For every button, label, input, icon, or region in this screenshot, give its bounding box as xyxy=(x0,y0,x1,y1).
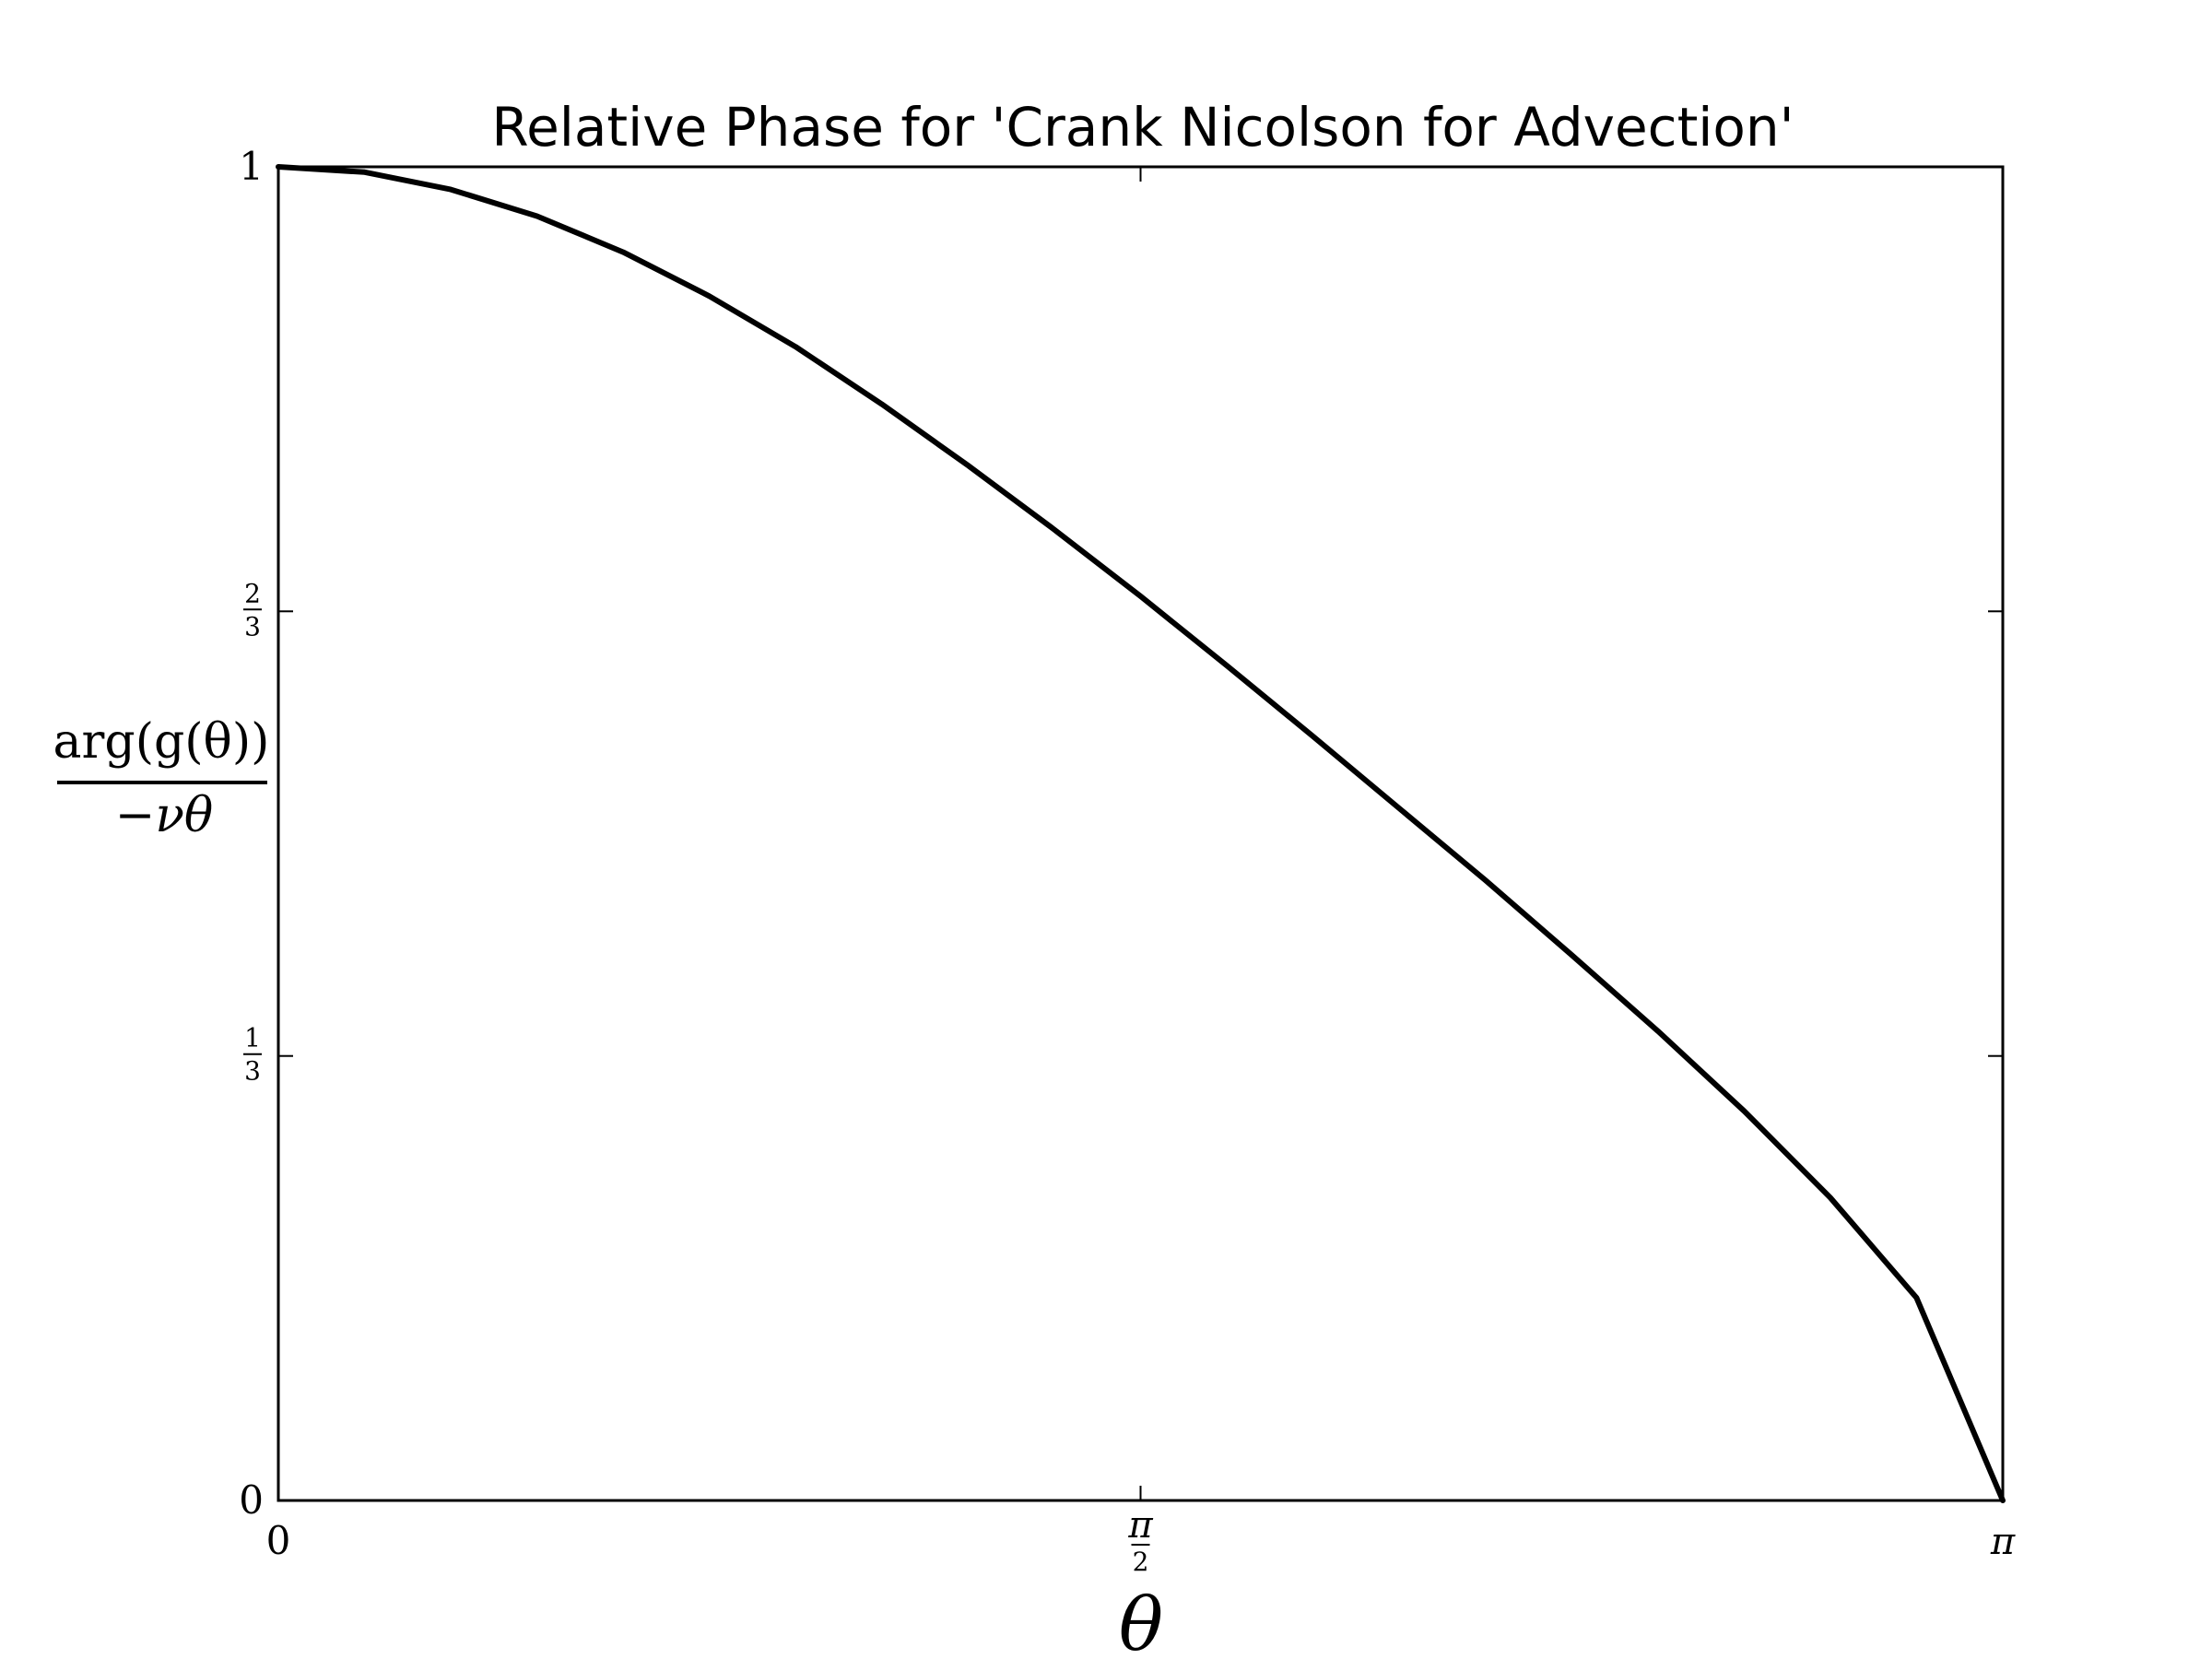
y-tick-3: 23 xyxy=(243,578,2003,641)
y-tick-2-label-denominator: 3 xyxy=(244,1056,261,1087)
y-tick-1-label: 0 xyxy=(239,1477,264,1523)
y-tick-3-label-numerator: 2 xyxy=(244,578,261,608)
y-tick-4-label: 1 xyxy=(239,144,264,189)
y-tick-2: 13 xyxy=(243,1023,2003,1087)
series-line-1 xyxy=(276,164,2006,1503)
x-tick-3-label: π xyxy=(1990,1521,2016,1563)
y-tick-3-label-denominator: 3 xyxy=(244,611,261,641)
y-tick-1: 0 xyxy=(239,1477,2003,1523)
x-tick-2: π2 xyxy=(1127,167,1153,1577)
x-tick-1: 0 xyxy=(266,167,291,1563)
x-tick-1-label: 0 xyxy=(266,1518,291,1563)
y-tick-4: 1 xyxy=(239,144,2003,189)
x-tick-2-label-numerator: π xyxy=(1127,1504,1153,1547)
chart-title: Relative Phase for 'Crank Nicolson for A… xyxy=(491,96,1794,159)
y-tick-2-label-numerator: 1 xyxy=(244,1023,261,1053)
plot-area xyxy=(276,164,2006,1503)
x-tick-2-label-denominator: 2 xyxy=(1133,1547,1149,1577)
x-axis-label: θ xyxy=(1119,1582,1163,1659)
y-axis-label-denominator: −νθ xyxy=(115,788,214,843)
y-axis-label: arg(g(θ)) −νθ xyxy=(53,714,270,843)
y-axis-label-numerator: arg(g(θ)) xyxy=(53,714,270,770)
x-tick-3: π xyxy=(1990,167,2016,1563)
